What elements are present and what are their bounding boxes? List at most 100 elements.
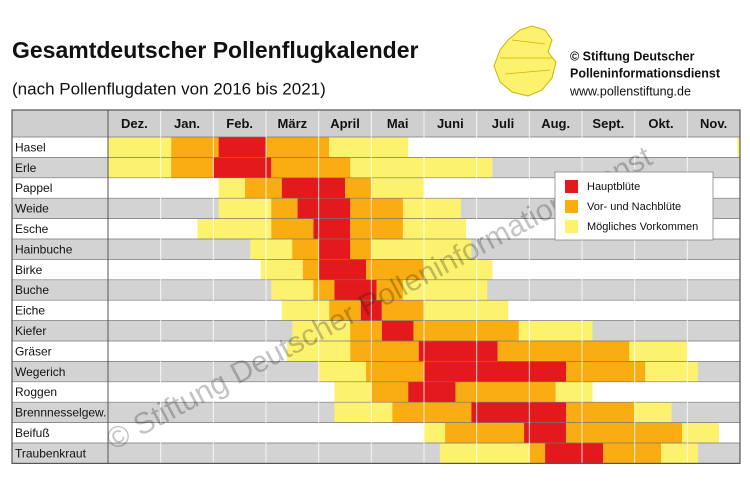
plant-label: Kiefer [15, 324, 46, 338]
bloom-segment [213, 157, 272, 178]
plant-label: Traubenkraut [15, 446, 87, 460]
bloom-segment [661, 443, 698, 464]
legend-label: Mögliches Vorkommen [587, 221, 698, 233]
bloom-segment [634, 402, 672, 423]
bloom-segment [497, 341, 630, 362]
bloom-segment [371, 381, 409, 403]
bloom-segment [281, 177, 345, 199]
plant-label: Gräser [15, 344, 52, 358]
month-label: Feb. [226, 116, 253, 131]
month-label: Sept. [592, 116, 624, 131]
plant-label: Birke [15, 263, 43, 277]
bloom-segment [566, 402, 635, 423]
month-label: Juli [492, 116, 514, 131]
bloom-segment [371, 239, 472, 260]
bloom-segment [271, 218, 314, 239]
credit: © Stiftung Deutscher [570, 49, 695, 63]
month-label: Mai [387, 116, 409, 131]
bloom-segment [424, 422, 446, 443]
bloom-segment [392, 402, 472, 423]
bloom-segment [313, 279, 335, 301]
bloom-segment [424, 361, 567, 382]
bloom-segment [318, 239, 351, 260]
bloom-segment [408, 381, 456, 403]
bloom-segment [218, 177, 245, 199]
bloom-segment [645, 361, 698, 382]
bloom-segment [334, 402, 393, 423]
credit: www.pollenstiftung.de [569, 84, 691, 98]
bloom-segment [418, 341, 498, 362]
bloom-segment [244, 177, 282, 199]
month-label: März [278, 116, 308, 131]
month-label: Juni [437, 116, 464, 131]
bloom-segment [281, 300, 330, 321]
bloom-segment [350, 341, 419, 362]
legend-swatch [565, 220, 578, 233]
plant-label: Hasel [15, 140, 46, 154]
bloom-segment [455, 381, 556, 403]
plant-label: Wegerich [15, 365, 65, 379]
legend-swatch [565, 180, 578, 193]
bloom-segment [471, 402, 567, 423]
bloom-segment [297, 198, 351, 219]
bloom-segment [545, 443, 604, 464]
bloom-segment [402, 218, 467, 239]
plant-label: Weide [15, 202, 49, 216]
month-label: Jan. [174, 116, 200, 131]
bloom-segment [555, 381, 593, 403]
bloom-segment [445, 422, 525, 443]
plant-label: Brennnesselgew. [15, 406, 106, 420]
bloom-segment [366, 259, 424, 280]
legend-box [554, 171, 714, 241]
germany-map [493, 25, 557, 97]
bloom-segment [197, 218, 272, 239]
bloom-segment [329, 137, 409, 158]
subtitle: (nach Pollenflugdaten von 2016 bis 2021) [12, 79, 326, 98]
bloom-segment [413, 320, 519, 341]
bloom-segment [171, 137, 219, 158]
bloom-segment [218, 137, 266, 158]
bloom-segment [292, 239, 319, 260]
bloom-segment [318, 259, 367, 280]
bloom-segment [108, 137, 172, 158]
bloom-segment [302, 259, 319, 280]
plant-label: Eiche [15, 304, 45, 318]
bloom-segment [566, 422, 683, 443]
bloom-segment [603, 443, 661, 464]
bloom-segment [371, 177, 424, 199]
bloom-segment [381, 300, 424, 321]
plant-label: Buche [15, 283, 49, 297]
map-borders [500, 39, 552, 75]
table-border [11, 109, 741, 464]
month-label: Nov. [700, 116, 727, 131]
bloom-segment [350, 218, 403, 239]
bloom-segment [402, 198, 461, 219]
bloom-segment [350, 157, 493, 178]
month-label: April [330, 116, 360, 131]
plant-label: Pappel [15, 181, 52, 195]
legend-label: Hauptblüte [587, 181, 640, 193]
plant-label: Roggen [15, 385, 57, 399]
bloom-segment [381, 320, 414, 341]
bloom-segment [682, 422, 719, 443]
bloom-segment [218, 198, 272, 219]
credit: Polleninformationsdienst [570, 66, 721, 80]
month-label: Dez. [121, 116, 148, 131]
plant-label: Esche [15, 222, 49, 236]
header-row [12, 110, 740, 137]
bloom-segment [260, 259, 303, 280]
title: Gesamtdeutscher Pollenflugkalender [12, 37, 419, 63]
plant-label: Hainbuche [15, 242, 73, 256]
bloom-segment [334, 279, 377, 301]
plant-label: Erle [15, 161, 37, 175]
legend-label: Vor- und Nachblüte [587, 201, 681, 213]
bloom-segment [271, 157, 351, 178]
month-label: Aug. [541, 116, 570, 131]
bloom-segment [737, 137, 740, 158]
bloom-segment [439, 443, 530, 464]
bloom-segment [292, 320, 351, 341]
bloom-segment [329, 300, 361, 321]
bloom-segment [424, 259, 493, 280]
bloom-segment [250, 239, 293, 260]
